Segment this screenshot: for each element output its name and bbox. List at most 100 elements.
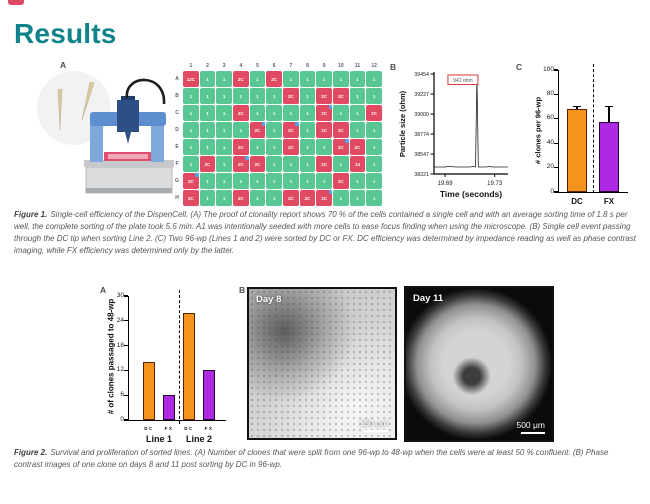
sample-plate-wells: [108, 154, 148, 159]
plate-cell: 1: [249, 139, 266, 155]
y-tick: [123, 394, 128, 396]
plate-cell: 2C: [333, 139, 349, 155]
y-tick-label: 39454: [414, 72, 429, 78]
y-tick-label: 39227: [414, 92, 429, 98]
plate-cell: 1: [316, 139, 332, 155]
plate-row-header: A: [175, 76, 179, 82]
x-axis-title: Time (seconds): [440, 189, 502, 199]
plate-cell: 1: [183, 156, 199, 172]
x-tick-label: DC: [571, 197, 583, 206]
peak-annotation-label: 941 ohm: [453, 78, 472, 84]
figure2-caption: Figure 2. Survival and proliferation of s…: [14, 447, 638, 471]
plate-cell: 1: [349, 190, 366, 206]
multi-event-marker: [328, 190, 332, 194]
plate-cell: 1: [283, 71, 299, 87]
plate-cell: 1: [283, 156, 299, 172]
error-bar: [608, 106, 610, 123]
plate-cell: 1: [216, 190, 232, 206]
group-separator: [593, 64, 594, 193]
plate-row-header: D: [175, 127, 179, 133]
plate-cell: 1: [249, 88, 266, 104]
plate-row-header: G: [175, 178, 179, 184]
multi-event-marker: [261, 122, 266, 126]
clones-per-96wp-chart: 0 20 40 60 80 100 DC FX # clones per 96-wp: [522, 60, 648, 210]
gantry-column: [90, 120, 103, 162]
micrograph-day8-label: Day 8: [256, 294, 282, 305]
y-axis-title: # clones per 96-wp: [533, 96, 543, 165]
plate-cell: 1: [216, 139, 232, 155]
figure1-panel-a-label: A: [60, 60, 67, 70]
bar-dc: [567, 109, 587, 192]
plate-cell: 2C: [299, 190, 316, 206]
error-bar-cap: [605, 106, 613, 108]
plate-cell: 1: [249, 105, 266, 121]
multi-event-marker: [328, 105, 332, 109]
plate-cell: 1: [233, 173, 249, 189]
plate-cell: 1: [266, 156, 282, 172]
pipette-tip-icon: [81, 81, 95, 121]
clones-passaged-chart: 0 6 12 18 24 30 DC FX DC FX Line 1 Line 2 # of clone…: [102, 282, 248, 454]
plate-cell: 1: [299, 173, 316, 189]
scalebar-text: 150 μm: [359, 417, 388, 428]
figure1-panel-c-label: C: [516, 62, 523, 72]
x-tick-label: DC: [184, 426, 194, 431]
group-label: Line 2: [185, 434, 212, 444]
y-axis: [558, 70, 560, 194]
plate-cell: 2C: [316, 190, 332, 206]
error-bar-cap: [573, 106, 581, 108]
x-tick-label: 19.73: [487, 181, 503, 187]
plate-cell: 1: [316, 71, 332, 87]
figure1-caption-text: Single-cell efficiency of the DispenCell…: [14, 210, 636, 255]
plate-cell: 1: [183, 105, 199, 121]
plate-cell: 1: [266, 173, 282, 189]
signal-trace: [434, 74, 508, 168]
y-tick: [123, 295, 128, 297]
y-tick-label: 18: [116, 341, 124, 349]
dispense-head-top: [121, 96, 135, 102]
figure2-caption-text: Survival and proliferation of sorted lin…: [14, 448, 609, 469]
plate-cell: 2C: [199, 156, 216, 172]
plate-cell: 2C: [233, 71, 249, 87]
plate-cell: 2C: [333, 122, 349, 138]
error-bar: [576, 106, 578, 110]
plate-cell: 1: [349, 105, 366, 121]
micrograph-day11-scalebar: 500 μm: [516, 419, 545, 434]
plate-cell: 1: [266, 122, 282, 138]
plate-cell: 1: [349, 173, 366, 189]
impedance-trace-chart: 38321 38547 38774 39000 39227 39454 19.69 19.73…: [398, 72, 508, 199]
figure1-panel-b-label: B: [390, 62, 397, 72]
figure1-caption: Figure 1. Single-cell efficiency of the D…: [14, 209, 638, 257]
peak-annotation-box: [447, 74, 479, 85]
multi-event-marker: [245, 156, 249, 160]
plate-cell: 1: [233, 122, 249, 138]
plate-cell: 1: [283, 173, 299, 189]
plate-cell: 1: [199, 173, 216, 189]
plate-col-header: 3: [222, 63, 226, 69]
plate-col-header: 11: [354, 63, 361, 69]
plate-cell: 2C: [233, 156, 249, 172]
plate-cell: 1: [266, 105, 282, 121]
micrograph-day11: Day 11 500 μm: [404, 286, 554, 442]
plate-cell: 12C: [183, 71, 199, 87]
y-tick-label: 20: [546, 163, 554, 171]
x-tick-label: 19.69: [438, 181, 454, 187]
plate-cell: 2C: [233, 139, 249, 155]
y-tick: [553, 118, 558, 120]
y-tick-label: 40: [546, 138, 554, 146]
plate-row-header: C: [175, 110, 179, 116]
plate-cell: 1: [199, 122, 216, 138]
x-tick-label: DC: [144, 426, 154, 431]
dispense-head: [117, 100, 139, 132]
plate-cell: 1: [216, 156, 232, 172]
y-tick: [123, 345, 128, 347]
plate-cell: 1: [366, 156, 382, 172]
y-tick-label: 38547: [414, 152, 429, 158]
y-axis: [128, 296, 130, 422]
plate-cell: 1: [216, 71, 232, 87]
multi-event-marker: [195, 173, 199, 177]
plate-cell: 2C: [249, 122, 266, 138]
plate-cell: 1: [233, 88, 249, 104]
scalebar-text: 500 μm: [516, 419, 545, 430]
y-tick-label: 0: [120, 416, 124, 423]
